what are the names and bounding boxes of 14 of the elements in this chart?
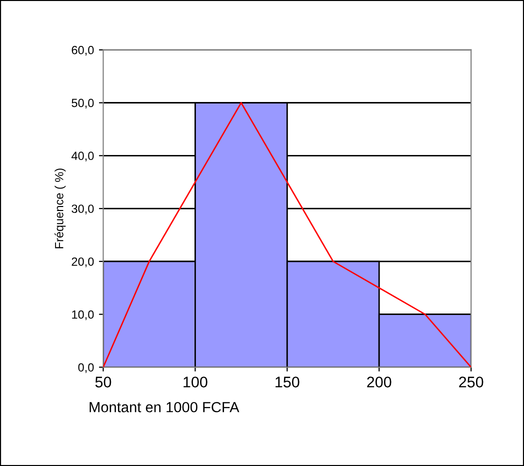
x-tick-label: 150 xyxy=(276,376,300,388)
x-tick-label: 250 xyxy=(459,376,484,388)
y-tick-label: 40,0 xyxy=(71,152,94,162)
y-tick-label: 50,0 xyxy=(72,98,94,109)
y-tick-label: 20,0 xyxy=(72,257,94,268)
y-tick-label: 0,0 xyxy=(78,363,94,373)
x-tick-label: 50 xyxy=(95,376,112,388)
x-axis-title: Montant en 1000 FCFA xyxy=(90,402,240,412)
x-tick-label: 200 xyxy=(367,376,392,388)
x-tick-label: 100 xyxy=(184,376,208,388)
y-tick-label: 30,0 xyxy=(72,204,94,214)
y-tick-label: 10,0 xyxy=(72,310,94,320)
y-tick-label: 60,0 xyxy=(72,46,94,56)
y-axis-title: Fréquence ( %) xyxy=(54,168,66,248)
